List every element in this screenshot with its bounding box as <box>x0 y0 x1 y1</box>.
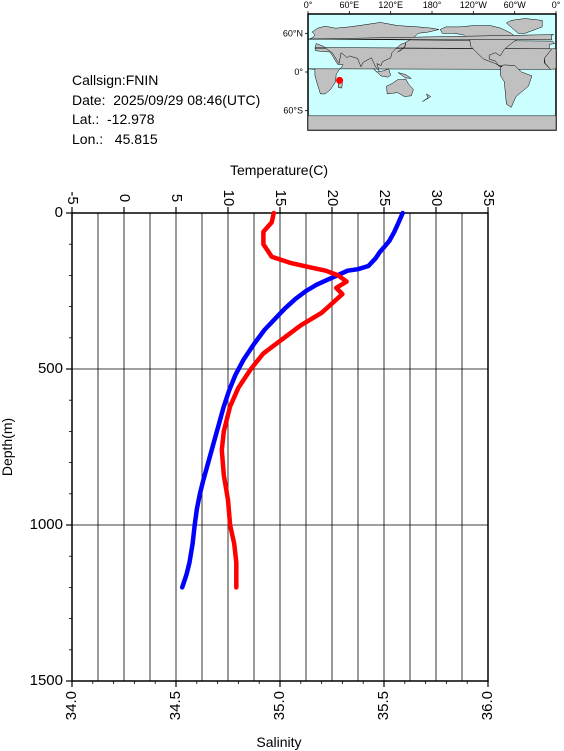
continent-shape <box>373 68 391 78</box>
depth-axis: 0 500 1000 1500 <box>30 204 72 689</box>
map-longitude-label: 180° <box>423 0 442 10</box>
map-longitude-label: 120°W <box>460 0 488 10</box>
salinity-axis-title: Salinity <box>256 734 301 750</box>
continent-shape <box>505 18 543 34</box>
continent-shape <box>308 34 554 41</box>
salinity-tick-label: 35.5 <box>375 691 392 720</box>
continent-shape <box>499 64 533 108</box>
map-longitude-label: 60°E <box>340 0 360 10</box>
salinity-profile-line <box>219 210 349 590</box>
station-info: Callsign:FNIN Date: 2025/09/29 08:46(UTC… <box>72 71 260 149</box>
callsign-text: Callsign:FNIN <box>72 72 159 88</box>
temperature-tick-label: 35 <box>480 190 497 207</box>
profile-series <box>179 210 405 590</box>
map-longitude-label: 120°E <box>378 0 403 10</box>
continent-shape <box>397 42 407 53</box>
depth-tick-label: 0 <box>55 204 63 221</box>
depth-tick-label: 1500 <box>30 672 63 689</box>
temperature-tick-label: 15 <box>272 190 289 207</box>
antarctica-shape <box>307 115 557 131</box>
longitude-text: Lon.: 45.815 <box>72 130 158 147</box>
continent-shape <box>309 22 556 71</box>
temperature-tick-label: 10 <box>220 190 237 207</box>
temperature-axis-title: Temperature(C) <box>230 162 328 178</box>
map-longitude-label: 0° <box>552 0 561 10</box>
temperature-tick-label: 0 <box>116 194 133 202</box>
chart-grid <box>71 212 489 682</box>
continent-shape <box>386 78 414 97</box>
map-latitude-label: 0° <box>294 67 303 77</box>
temperature-profile-line <box>179 210 405 590</box>
salinity-tick-label: 34.5 <box>167 691 184 720</box>
salinity-tick-label: 34.0 <box>63 691 80 720</box>
temperature-tick-label: -5 <box>64 191 81 204</box>
depth-tick-label: 1000 <box>30 516 63 533</box>
temperature-tick-label: 25 <box>376 190 393 207</box>
salinity-axis: 34.0 34.5 35.0 35.5 36.0 <box>63 681 496 720</box>
salinity-tick-label: 35.0 <box>271 691 288 720</box>
continent-shape <box>422 93 432 102</box>
temperature-tick-label: 5 <box>168 194 185 202</box>
map-longitude-label: 60°W <box>504 0 527 10</box>
temperature-tick-label: 30 <box>428 190 445 207</box>
map-land <box>307 18 557 131</box>
map-latitude-label: 60°N <box>283 28 303 38</box>
date-text: Date: 2025/09/29 08:46(UTC) <box>72 91 261 108</box>
depth-tick-label: 500 <box>38 360 63 377</box>
temperature-axis: -5 0 5 10 15 20 25 30 35 <box>64 190 497 213</box>
map-latitude-label: 60°S <box>283 106 303 116</box>
continent-shape <box>398 72 413 79</box>
temperature-tick-label: 20 <box>324 190 341 207</box>
depth-axis-title: Depth(m) <box>0 418 15 476</box>
latitude-text: Lat.: -12.978 <box>72 111 155 127</box>
map-ticks: 0° 60°E 120°E 180° 120°W 60°W 0° 60°N 0° 60°S <box>283 0 561 116</box>
salinity-tick-label: 36.0 <box>479 691 496 720</box>
map-longitude-label: 0° <box>304 0 313 10</box>
continent-shape <box>544 48 557 70</box>
station-marker <box>336 76 344 84</box>
